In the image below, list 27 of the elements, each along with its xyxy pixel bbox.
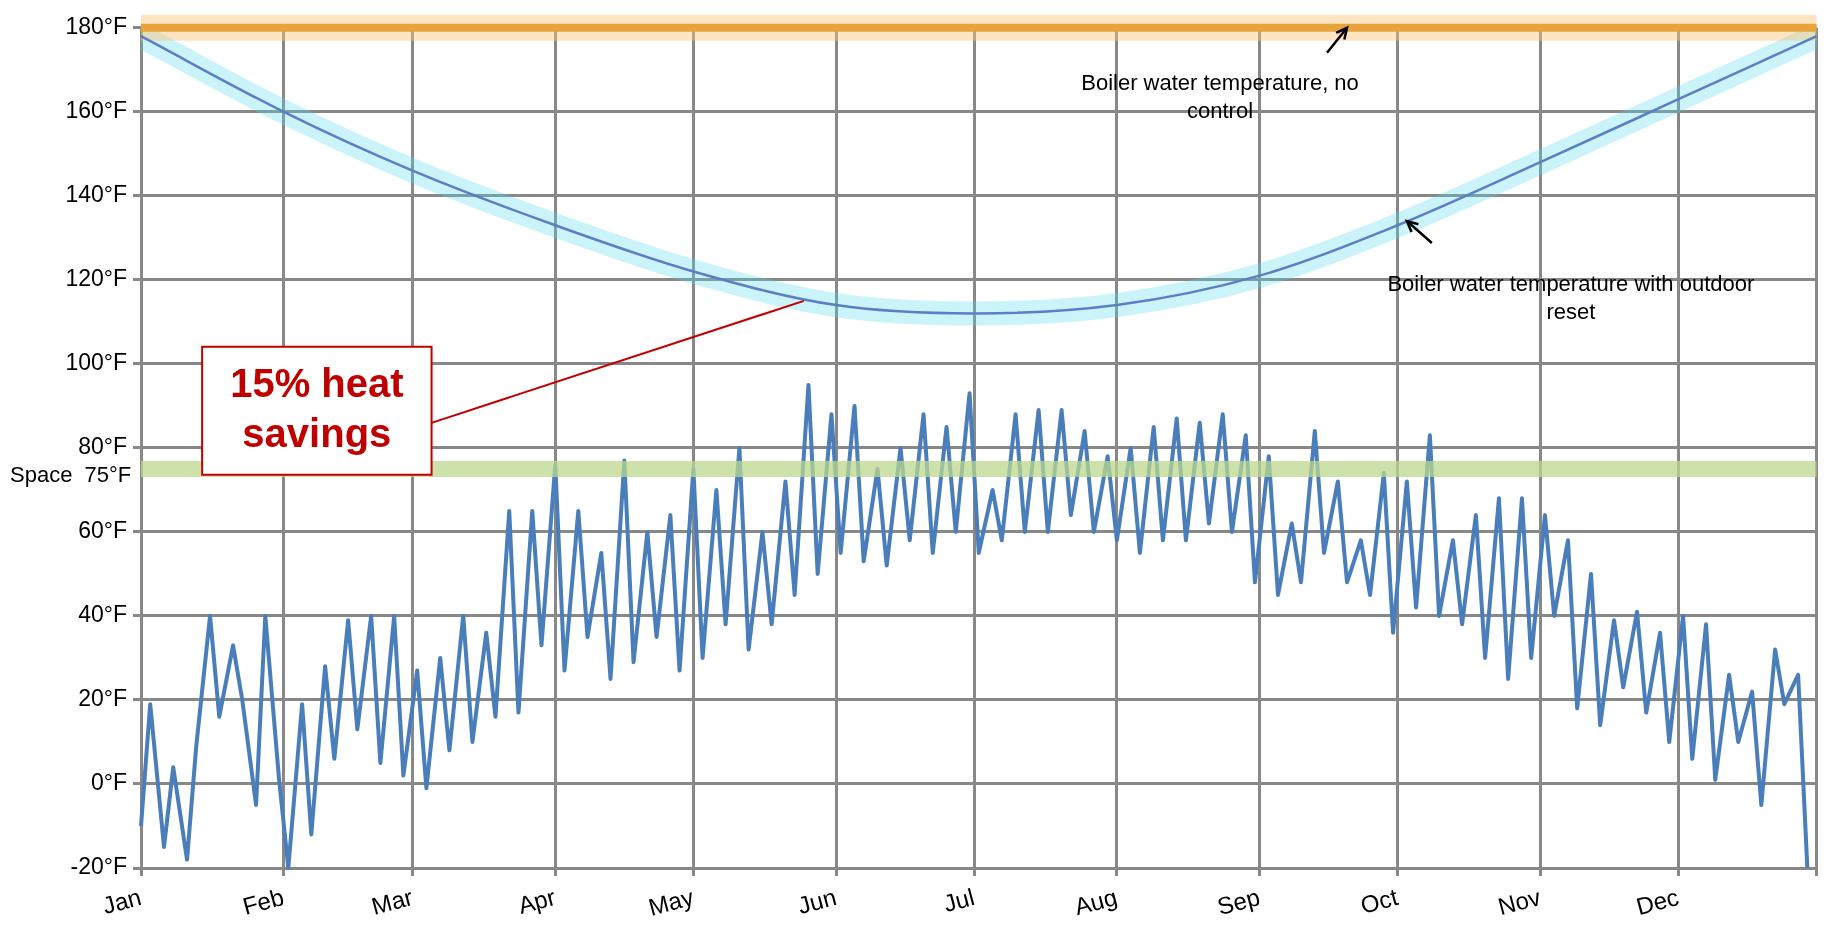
annotation: 15% heat savings [230,360,404,455]
x-tick-label: Oct [1357,882,1401,919]
x-tick-label: Aug [1071,883,1120,921]
y-tick-label: 80°F [78,433,127,460]
x-tick-label: Jun [794,883,840,920]
y-tick-label: 0°F [90,769,127,796]
y-tick-label: 100°F [65,349,127,376]
annotation: Boiler water temperature, no control [1081,70,1359,123]
x-tick-label: Nov [1495,883,1544,921]
y-tick-label: 180°F [65,13,127,40]
y-tick-label: 120°F [65,265,127,292]
y-tick-label: 160°F [65,97,127,124]
annotation: Boiler water temperature with outdoor reset [1387,271,1755,324]
y-tick-label: 20°F [78,685,127,712]
x-tick-label: May [645,883,697,921]
y-tick-label: 40°F [78,601,127,628]
y-tick-label: 140°F [65,181,127,208]
ref-line-label: Space 75°F [10,461,132,487]
x-tick-label: Apr [515,883,559,919]
y-tick-label: -20°F [70,853,127,880]
x-tick-label: Jan [99,883,145,920]
x-tick-label: Mar [368,883,416,920]
x-tick-label: Jul [940,883,978,918]
x-tick-label: Feb [239,883,287,920]
y-tick-label: 60°F [78,517,127,544]
x-tick-label: Sep [1214,883,1263,921]
x-tick-label: Dec [1633,883,1682,921]
